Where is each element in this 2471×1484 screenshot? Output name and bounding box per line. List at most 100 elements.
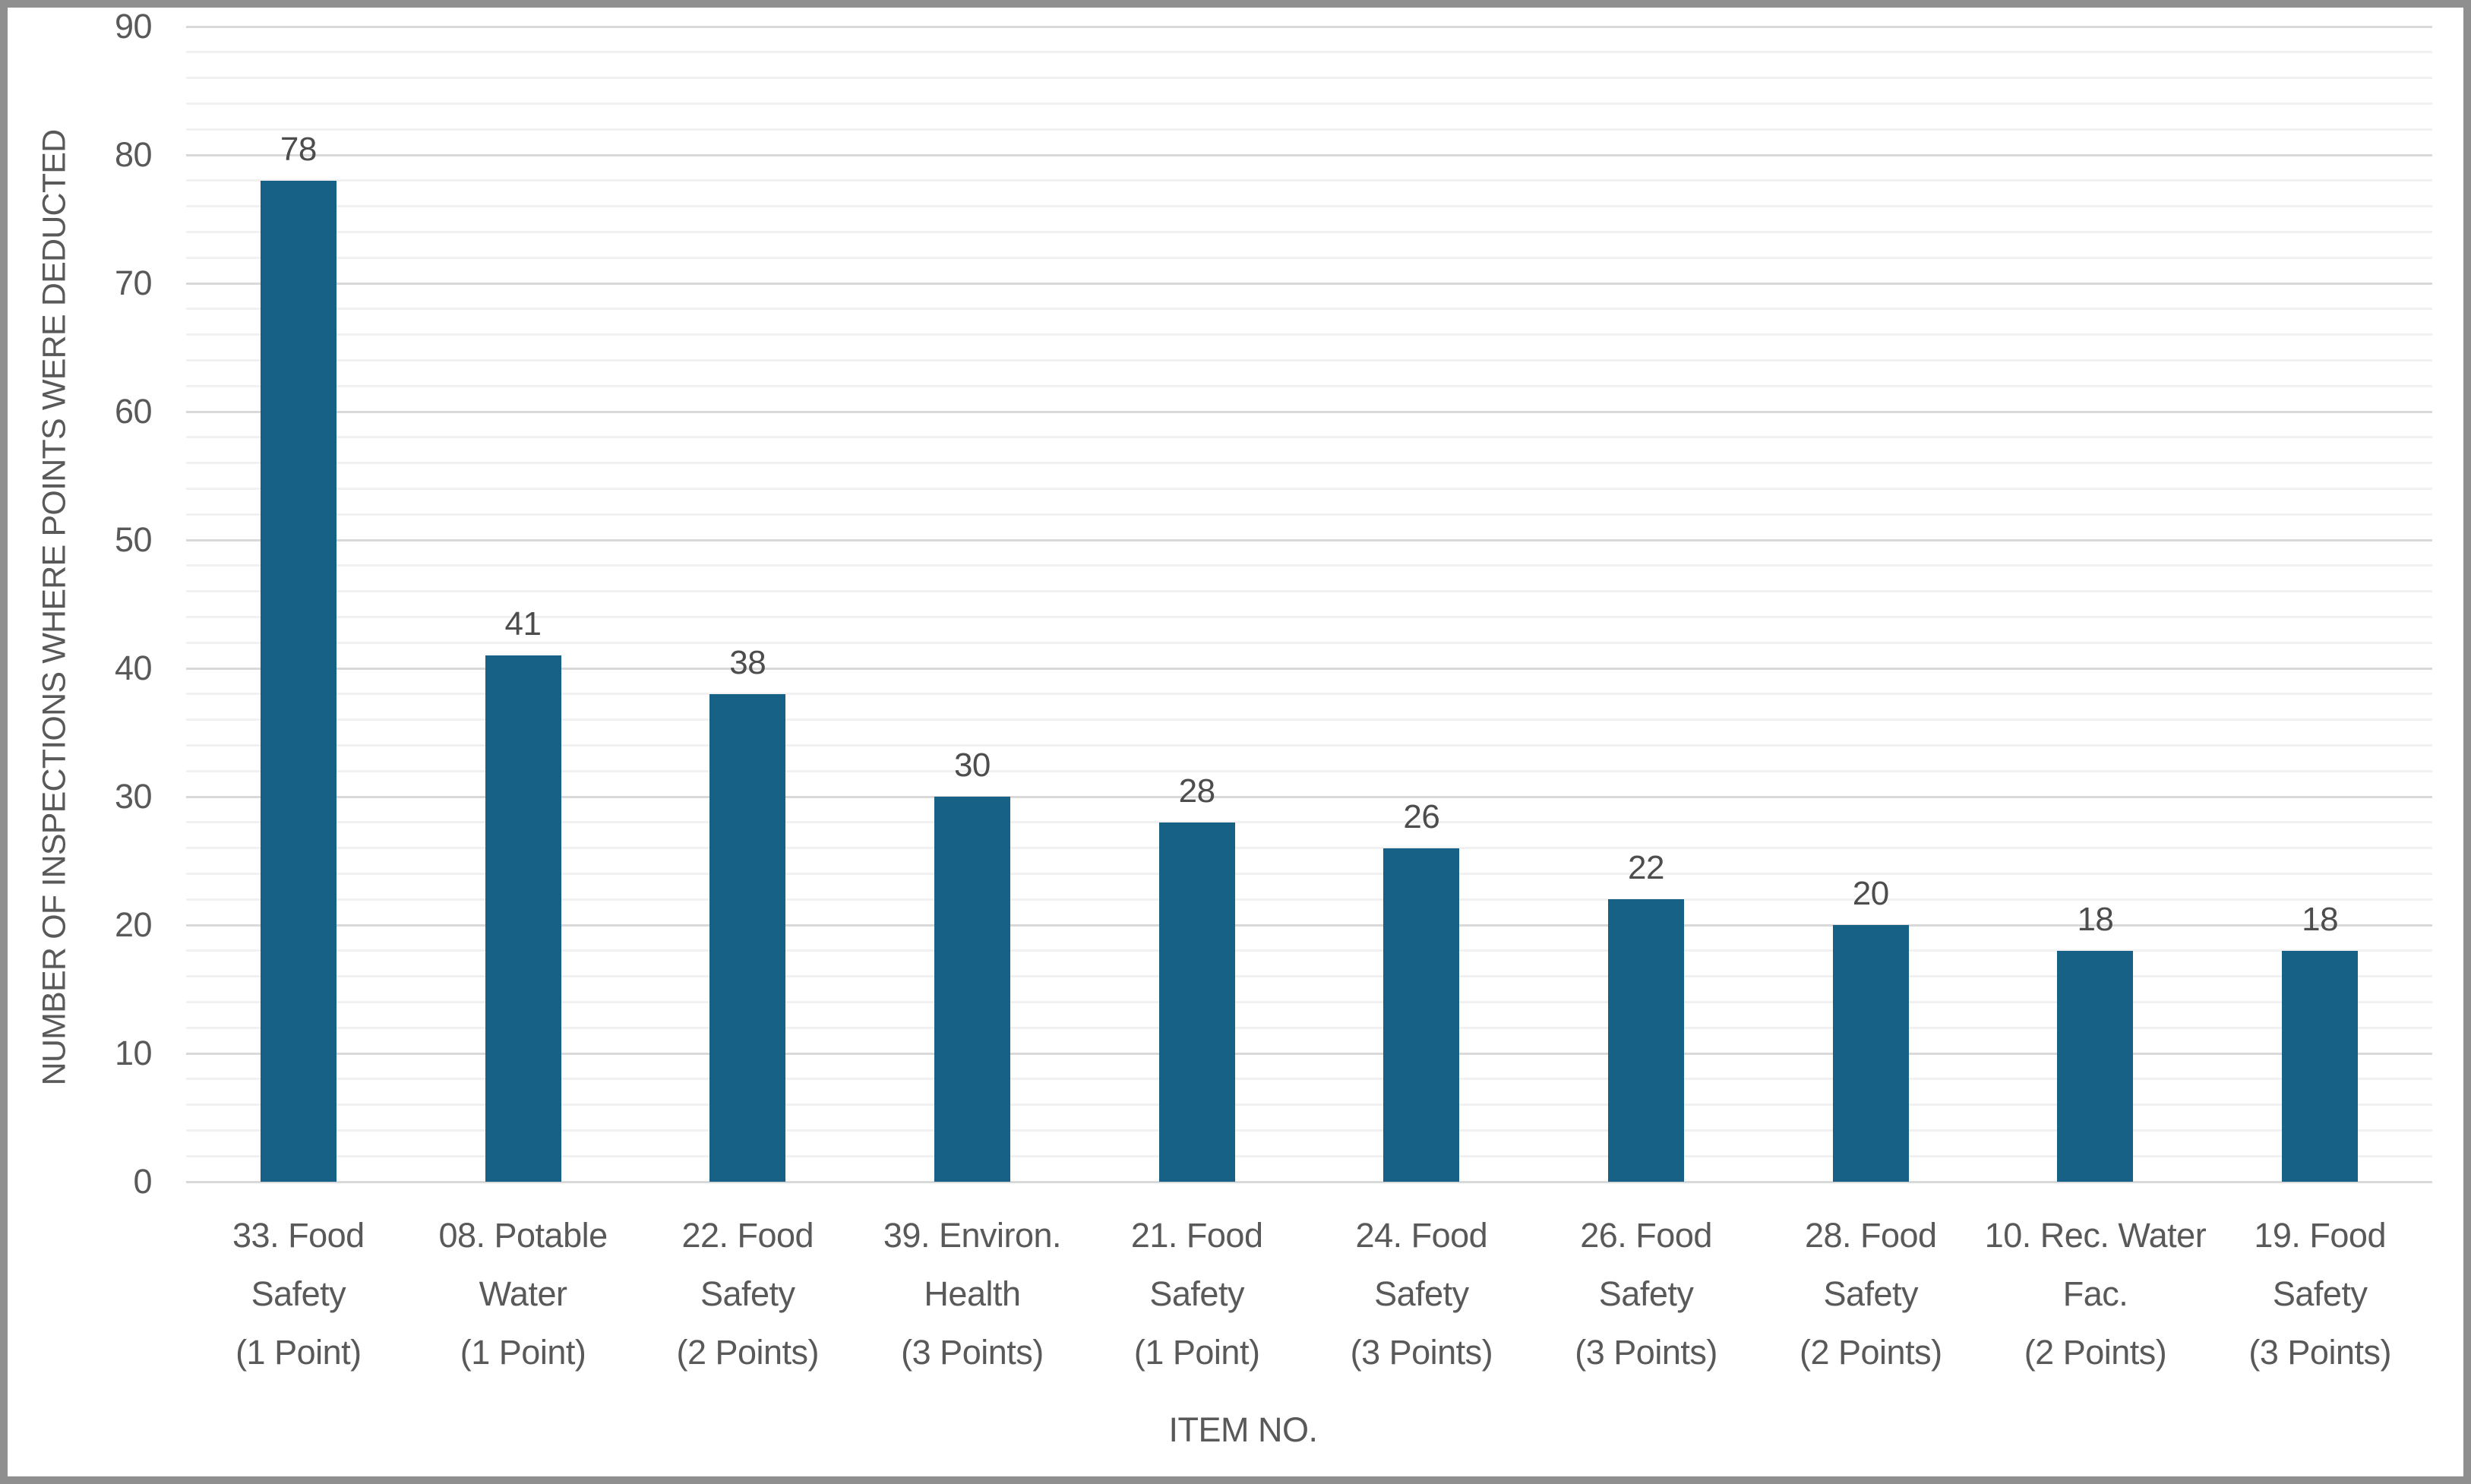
x-category-label-line: 10. Rec. Water: [1984, 1216, 2207, 1255]
y-tick-label: 20: [114, 905, 153, 944]
x-category-label-line: 33. Food: [232, 1216, 365, 1255]
x-category-label-line: Safety: [1598, 1274, 1694, 1313]
bar: [1158, 822, 1235, 1182]
bar-value-label: 30: [953, 747, 991, 784]
bar: [1832, 925, 1909, 1182]
minor-gridline: [186, 975, 2432, 978]
minor-gridline: [186, 769, 2432, 772]
minor-gridline: [186, 256, 2432, 259]
y-tick-label: 30: [114, 777, 153, 816]
y-tick-label: 40: [114, 649, 153, 687]
y-tick-label: 70: [114, 264, 153, 302]
minor-gridline: [186, 358, 2432, 362]
x-category-label-line: Safety: [2272, 1274, 2368, 1313]
minor-gridline: [186, 205, 2432, 208]
x-category-label: 08. Potable Water (1 Point): [411, 1206, 636, 1381]
bar: [2282, 950, 2359, 1182]
x-category-label-line: 19. Food: [2254, 1216, 2386, 1255]
x-category-label-line: Safety: [1374, 1274, 1469, 1313]
x-category-label-line: (3 Points): [1575, 1333, 1717, 1372]
x-category-label-line: Safety: [1149, 1274, 1244, 1313]
minor-gridline: [186, 436, 2432, 439]
minor-gridline: [186, 102, 2432, 105]
major-gridline: [186, 924, 2432, 927]
minor-gridline: [186, 51, 2432, 54]
bar: [260, 180, 337, 1182]
x-category-label-line: (1 Point): [235, 1333, 362, 1372]
minor-gridline: [186, 615, 2432, 618]
bar: [1383, 848, 1460, 1182]
minor-gridline: [186, 1104, 2432, 1107]
x-category-label-line: Safety: [700, 1274, 795, 1313]
y-tick-label: 90: [114, 7, 153, 46]
minor-gridline: [186, 128, 2432, 131]
x-category-label-line: (3 Points): [2248, 1333, 2391, 1372]
x-category-label-line: (2 Points): [2024, 1333, 2167, 1372]
x-category-label-line: Safety: [1823, 1274, 1919, 1313]
y-tick-label: 0: [133, 1162, 152, 1201]
major-gridline: [186, 795, 2432, 798]
bar-value-label: 26: [1403, 797, 1440, 835]
x-category-label-line: 22. Food: [681, 1216, 814, 1255]
minor-gridline: [186, 898, 2432, 901]
minor-gridline: [186, 641, 2432, 644]
y-tick-label: 10: [114, 1034, 153, 1072]
minor-gridline: [186, 462, 2432, 465]
bar: [934, 797, 1010, 1182]
x-category-label-line: 24. Food: [1355, 1216, 1488, 1255]
x-category-label-line: (3 Points): [1350, 1333, 1493, 1372]
minor-gridline: [186, 333, 2432, 336]
x-category-label: 33. Food Safety (1 Point): [186, 1206, 411, 1381]
bar-value-label: 18: [2077, 900, 2114, 938]
x-category-label: 24. Food Safety (3 Points): [1310, 1206, 1534, 1381]
x-category-label-line: 26. Food: [1580, 1216, 1712, 1255]
x-category-label-line: (2 Points): [676, 1333, 820, 1372]
bar-value-label: 20: [1852, 875, 1889, 912]
minor-gridline: [186, 847, 2432, 850]
bar-value-label: 18: [2302, 900, 2339, 938]
x-category-label: 39. Environ. Health (3 Points): [860, 1206, 1085, 1381]
minor-gridline: [186, 564, 2432, 567]
x-category-label: 28. Food Safety (2 Points): [1758, 1206, 1983, 1381]
x-category-label: 22. Food Safety (2 Points): [635, 1206, 860, 1381]
x-category-label-line: Safety: [251, 1274, 346, 1313]
bar: [709, 693, 786, 1182]
minor-gridline: [186, 744, 2432, 747]
minor-gridline: [186, 872, 2432, 875]
minor-gridline: [186, 487, 2432, 490]
bar: [2057, 950, 2134, 1182]
minor-gridline: [186, 693, 2432, 696]
bar-value-label: 78: [280, 130, 317, 168]
bar: [485, 655, 561, 1182]
bar-value-label: 41: [504, 605, 542, 643]
y-tick-label: 50: [114, 520, 153, 559]
minor-gridline: [186, 590, 2432, 593]
major-gridline: [186, 25, 2432, 28]
minor-gridline: [186, 1000, 2432, 1003]
bar-value-label: 22: [1628, 849, 1664, 887]
y-tick-label: 80: [114, 135, 153, 174]
y-tick-label: 60: [114, 392, 153, 431]
minor-gridline: [186, 718, 2432, 721]
y-axis-tick-labels: 0 10 20 30 40 50 60 70 80 90: [8, 8, 153, 1201]
x-category-label-line: (3 Points): [901, 1333, 1044, 1372]
x-category-label-line: Fac.: [2062, 1274, 2128, 1313]
minor-gridline: [186, 77, 2432, 80]
minor-gridline: [186, 1026, 2432, 1029]
x-category-label-line: (1 Point): [1133, 1333, 1260, 1372]
x-category-label-line: (2 Points): [1799, 1333, 1942, 1372]
minor-gridline: [186, 308, 2432, 311]
x-category-label: 26. Food Safety (3 Points): [1534, 1206, 1758, 1381]
major-gridline: [186, 410, 2432, 413]
x-category-label-line: 28. Food: [1804, 1216, 1937, 1255]
x-category-label-line: Health: [924, 1274, 1021, 1313]
minor-gridline: [186, 1154, 2432, 1157]
x-category-label: 19. Food Safety (3 Points): [2207, 1206, 2432, 1381]
major-gridline: [186, 153, 2432, 156]
minor-gridline: [186, 513, 2432, 516]
major-gridline: [186, 538, 2432, 542]
minor-gridline: [186, 821, 2432, 824]
bar-value-label: 28: [1178, 772, 1215, 810]
minor-gridline: [186, 179, 2432, 182]
